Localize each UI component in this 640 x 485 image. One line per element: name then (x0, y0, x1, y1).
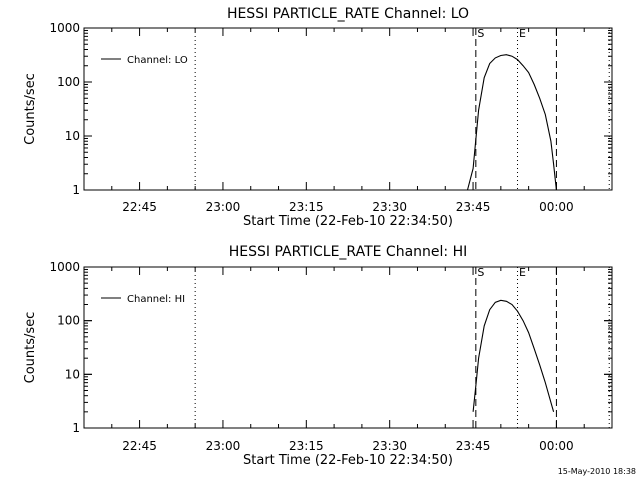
x-tick-label: 23:30 (372, 200, 407, 214)
marker-label: E (519, 27, 526, 40)
legend-entry: Channel: LO (127, 55, 188, 66)
plot-frame (83, 27, 613, 191)
chart-panel-1: HESSI PARTICLE_RATE Channel: LO 1 10 100 100… (23, 6, 613, 229)
y-tick-label: 1000 (49, 21, 80, 35)
x-tick-label: 23:00 (206, 200, 241, 214)
y-tick-label: 10 (65, 129, 80, 143)
y-tick-label: 100 (57, 75, 80, 89)
chart-title: HESSI PARTICLE_RATE Channel: HI (229, 244, 467, 260)
x-tick-label: 23:30 (372, 439, 407, 453)
y-tick-label: 1 (72, 183, 80, 197)
x-axis-label: Start Time (22-Feb-10 22:34:50) (243, 453, 453, 468)
series-line (472, 299, 555, 412)
x-axis-label: Start Time (22-Feb-10 22:34:50) (243, 214, 453, 229)
chart-title: HESSI PARTICLE_RATE Channel: LO (227, 6, 469, 22)
x-tick-label: 23:15 (289, 200, 324, 214)
y-tick-label: 100 (57, 314, 80, 328)
marker-label: S (477, 27, 484, 40)
y-tick-label: 1000 (49, 260, 80, 274)
legend-entry: Channel: HI (127, 294, 185, 305)
y-tick-label: 10 (65, 367, 80, 381)
y-axis-label: Counts/sec (23, 312, 38, 384)
marker-label: S (477, 266, 484, 279)
footer-timestamp: 15-May-2010 18:38 (558, 467, 636, 476)
y-tick-label: 1 (72, 421, 80, 435)
marker-label: E (519, 266, 526, 279)
x-tick-label: 22:45 (122, 439, 157, 453)
x-tick-label: 23:00 (206, 439, 241, 453)
plot-frame (83, 266, 613, 429)
series-line (466, 54, 557, 191)
x-tick-label: 00:00 (539, 200, 574, 214)
y-axis-label: Counts/sec (23, 73, 38, 145)
x-tick-label: 23:45 (456, 439, 491, 453)
chart-panel-2: HESSI PARTICLE_RATE Channel: HI 1 10 100 100… (23, 244, 613, 468)
x-tick-label: 23:15 (289, 439, 324, 453)
x-tick-label: 00:00 (539, 439, 574, 453)
x-tick-label: 22:45 (122, 200, 157, 214)
x-tick-label: 23:45 (456, 200, 491, 214)
